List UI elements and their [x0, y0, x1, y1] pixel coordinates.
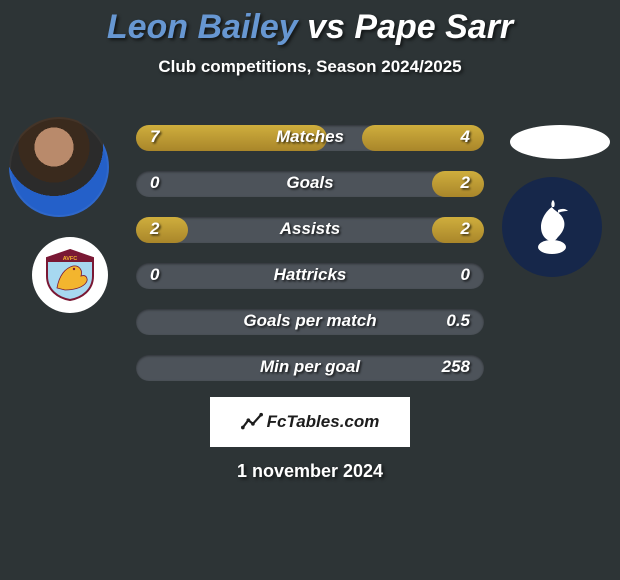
tottenham-icon	[524, 197, 580, 257]
stat-value-right: 2	[461, 173, 470, 193]
stat-row: Hattricks 0 0	[136, 263, 484, 289]
comparison-title: Leon Bailey vs Pape Sarr	[0, 0, 620, 47]
comparison-stage: AVFC Matches 7 4 Goals 0 2 Assists 2 2 Hattricks 0…	[0, 107, 620, 397]
stat-value-right: 258	[442, 357, 470, 377]
stat-label: Matches	[276, 127, 344, 147]
stat-fill-right	[432, 171, 484, 197]
subtitle: Club competitions, Season 2024/2025	[0, 57, 620, 77]
fctables-logo-icon	[241, 411, 263, 433]
stat-label: Goals per match	[243, 311, 376, 331]
stat-row: Matches 7 4	[136, 125, 484, 151]
player2-name: Pape Sarr	[354, 8, 513, 46]
stat-label: Min per goal	[260, 357, 360, 377]
player-avatar-bailey	[9, 117, 109, 217]
stat-value-right: 4	[461, 127, 470, 147]
stat-value-left: 7	[150, 127, 159, 147]
stat-value-left: 2	[150, 219, 159, 239]
svg-text:AVFC: AVFC	[63, 256, 78, 262]
player-avatar-sarr-placeholder	[510, 125, 610, 159]
watermark: FcTables.com	[210, 397, 410, 447]
stat-fill-right	[432, 217, 484, 243]
stat-fill-left	[136, 217, 188, 243]
player1-name: Leon Bailey	[107, 8, 298, 46]
club-badge-aston-villa: AVFC	[32, 237, 108, 313]
stat-row: Assists 2 2	[136, 217, 484, 243]
stat-value-right: 0	[461, 265, 470, 285]
stat-row: Min per goal 258	[136, 355, 484, 381]
stat-value-left: 0	[150, 265, 159, 285]
stat-row: Goals 0 2	[136, 171, 484, 197]
vs-text: vs	[307, 8, 345, 46]
date-stamp: 1 november 2024	[0, 461, 620, 482]
stat-value-right: 0.5	[446, 311, 470, 331]
watermark-text: FcTables.com	[267, 412, 380, 432]
stat-value-right: 2	[461, 219, 470, 239]
club-badge-tottenham	[502, 177, 602, 277]
stat-label: Goals	[286, 173, 333, 193]
stat-row: Goals per match 0.5	[136, 309, 484, 335]
stat-label: Assists	[280, 219, 340, 239]
stat-value-left: 0	[150, 173, 159, 193]
aston-villa-icon: AVFC	[43, 248, 97, 302]
stat-label: Hattricks	[274, 265, 347, 285]
stat-bars-container: Matches74Goals02Assists22Hattricks00Goal…	[136, 125, 484, 401]
